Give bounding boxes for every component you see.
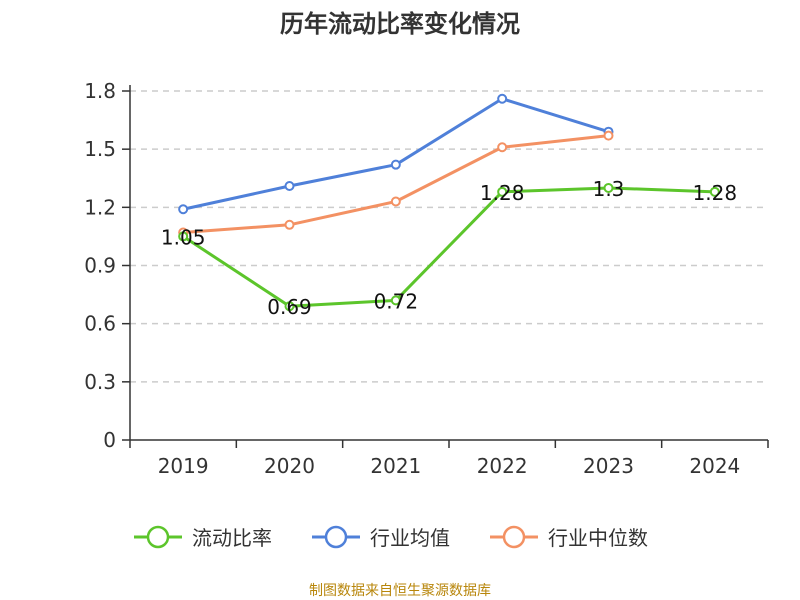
series-line-0 bbox=[182, 186, 715, 308]
data-point bbox=[603, 130, 614, 141]
legend-marker bbox=[146, 525, 170, 549]
data-label: 0.72 bbox=[374, 289, 419, 313]
legend-label: 流动比率 bbox=[192, 526, 272, 550]
grid bbox=[130, 90, 768, 383]
y-tick-label: 1.2 bbox=[84, 195, 116, 219]
x-tick-label: 2024 bbox=[689, 454, 740, 478]
data-point bbox=[390, 295, 401, 306]
series-line-2 bbox=[183, 134, 609, 235]
data-label: 1.28 bbox=[480, 181, 525, 205]
legend-label: 行业中位数 bbox=[548, 526, 648, 550]
legend[interactable]: 流动比率 行业均值 行业中位数 bbox=[134, 525, 648, 550]
y-tick-label: 1.8 bbox=[84, 79, 116, 103]
x-tick-label: 2023 bbox=[583, 454, 634, 478]
y-tick-label: 0 bbox=[103, 428, 116, 452]
legend-item-2[interactable]: 行业中位数 bbox=[490, 525, 648, 550]
series-layer bbox=[178, 93, 720, 312]
data-label: 1.28 bbox=[693, 181, 738, 205]
data-point bbox=[284, 219, 295, 230]
y-tick-label: 0.9 bbox=[84, 254, 116, 278]
chart-title: 历年流动比率变化情况 bbox=[280, 10, 520, 38]
data-point bbox=[178, 204, 189, 215]
data-point bbox=[390, 196, 401, 207]
source-note: 制图数据来自恒生聚源数据库 bbox=[309, 583, 491, 599]
data-point bbox=[603, 182, 614, 193]
data-point bbox=[284, 301, 295, 312]
legend-item-0[interactable]: 流动比率 bbox=[134, 525, 272, 550]
data-label: 1.3 bbox=[593, 177, 625, 201]
legend-marker bbox=[502, 525, 526, 549]
y-tick-label: 0.3 bbox=[84, 370, 116, 394]
y-tick-label: 1.5 bbox=[84, 137, 116, 161]
data-point bbox=[284, 181, 295, 192]
data-labels: 1.05 0.69 0.72 1.28 1.3 1.28 bbox=[161, 177, 737, 319]
x-tick-label: 2019 bbox=[158, 454, 209, 478]
data-point bbox=[497, 93, 508, 104]
legend-label: 行业均值 bbox=[370, 526, 450, 550]
x-tick-label: 2022 bbox=[477, 454, 528, 478]
data-label: 0.69 bbox=[267, 295, 312, 319]
data-point bbox=[178, 231, 189, 242]
legend-marker bbox=[324, 525, 348, 549]
x-tick-label: 2021 bbox=[370, 454, 421, 478]
legend-item-1[interactable]: 行业均值 bbox=[312, 525, 450, 550]
axes: 0 0.3 0.6 0.9 1.2 1.5 1.8 2019 2020 2021 2022 2023 2… bbox=[84, 79, 769, 478]
series-line-1 bbox=[182, 97, 609, 211]
data-point bbox=[497, 142, 508, 153]
data-point bbox=[497, 186, 508, 197]
y-tick-label: 0.6 bbox=[84, 312, 116, 336]
data-point bbox=[390, 159, 401, 170]
data-point bbox=[709, 186, 720, 197]
data-label: 1.05 bbox=[161, 225, 206, 249]
x-tick-label: 2020 bbox=[264, 454, 315, 478]
